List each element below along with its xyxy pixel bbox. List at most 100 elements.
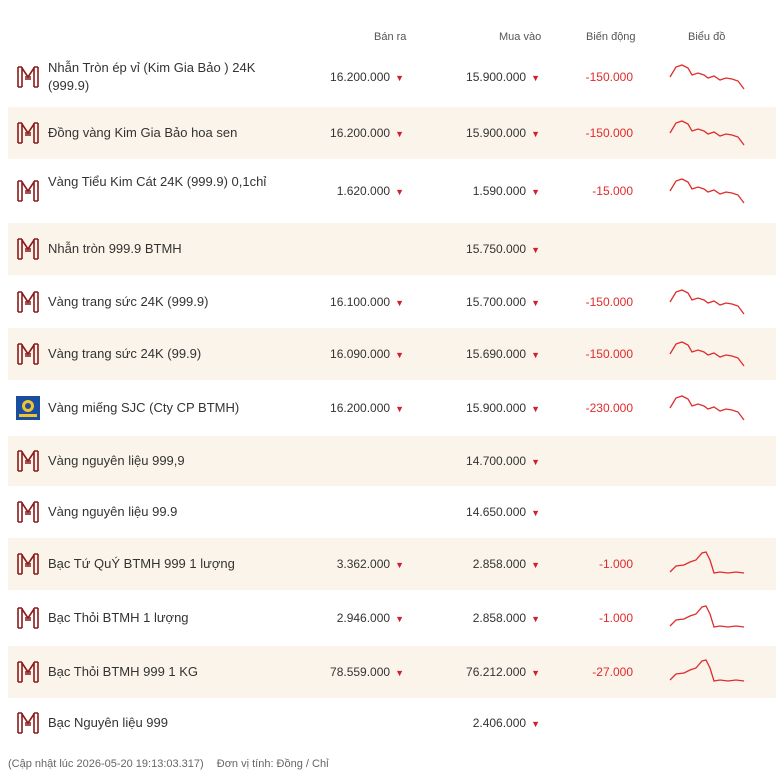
table-row[interactable]: Đồng vàng Kim Gia Bảo hoa sen 16.200.000 ▼…: [8, 107, 776, 160]
buy-price: 15.900.000 ▼: [466, 401, 540, 415]
table-row[interactable]: Nhẫn tròn 999.9 BTMH 15.750.000 ▼: [8, 223, 776, 276]
sell-value: 16.100.000: [330, 294, 391, 309]
sparkline-chart[interactable]: [668, 59, 746, 95]
table-row[interactable]: Bạc Thỏi BTMH 999 1 KG 78.559.000 ▼ 76.212.…: [8, 646, 776, 699]
product-name: Vàng miếng SJC (Cty CP BTMH): [48, 400, 240, 415]
down-arrow-icon: ▼: [531, 350, 540, 360]
buy-value: 15.900.000: [466, 401, 527, 415]
footer: (Cập nhật lúc 2026-05-20 19:13:03.317) Đ…: [8, 758, 329, 770]
down-arrow-icon: ▼: [395, 297, 404, 308]
down-arrow-icon: ▼: [395, 560, 404, 570]
sell-price: 3.362.000 ▼: [337, 557, 404, 571]
down-arrow-icon: ▼: [395, 614, 404, 624]
sparkline-chart[interactable]: [668, 390, 746, 426]
table-row[interactable]: Vàng nguyên liệu 99.9 14.650.000 ▼: [8, 487, 776, 538]
table-row[interactable]: Bạc Tứ QuÝ BTMH 999 1 lượng 3.362.000 ▼ 2.8…: [8, 538, 776, 591]
product-name: Bạc Tứ QuÝ BTMH 999 1 lượng: [48, 556, 235, 571]
update-time: (Cập nhật lúc 2026-05-20 19:13:03.317): [8, 758, 204, 770]
buy-price: 14.650.000 ▼: [466, 505, 540, 519]
price-change: -1.000: [598, 611, 633, 625]
table-row[interactable]: Vàng trang sức 24K (99.9) 16.090.000 ▼ 15.6…: [8, 328, 776, 381]
table-row[interactable]: Nhẫn Tròn ép vỉ (Kim Gia Bảo ) 24K (999.…: [8, 48, 776, 107]
down-arrow-icon: ▼: [395, 350, 404, 360]
sparkline-chart[interactable]: [668, 173, 746, 209]
down-arrow-icon: ▼: [531, 560, 540, 570]
price-change: -150.000: [585, 70, 633, 84]
btmh-logo: [16, 660, 40, 684]
btmh-logo: [16, 606, 40, 630]
btmh-logo: [16, 552, 40, 576]
sell-price: 16.090.000 ▼: [330, 347, 404, 361]
down-arrow-icon: ▼: [531, 245, 540, 255]
header-sell: Bán ra: [374, 31, 407, 43]
buy-value: 1.590.000: [472, 184, 527, 198]
down-arrow-icon: ▼: [395, 187, 404, 197]
sparkline-chart[interactable]: [668, 284, 746, 320]
header-change: Biến động: [586, 31, 636, 43]
down-arrow-icon: ▼: [531, 457, 540, 467]
header-chart: Biểu đồ: [688, 31, 726, 43]
down-arrow-icon: ▼: [531, 508, 540, 518]
buy-value: 2.858.000: [472, 557, 527, 571]
price-change: -1.000: [598, 557, 633, 571]
price-change: -150.000: [585, 347, 633, 361]
product-name: Đồng vàng Kim Gia Bảo hoa sen: [48, 125, 238, 140]
sell-value: 1.620.000: [336, 184, 391, 198]
sell-value: 3.362.000: [336, 557, 391, 571]
sell-price: 2.946.000 ▼: [337, 611, 404, 625]
down-arrow-icon: ▼: [395, 404, 404, 414]
table-row[interactable]: Bạc Thỏi BTMH 1 lượng 2.946.000 ▼ 2.858.000…: [8, 591, 776, 646]
sell-value: 16.090.000: [330, 347, 391, 361]
sell-price: 16.200.000 ▼: [330, 126, 404, 140]
btmh-logo: [16, 179, 40, 203]
price-change: -27.000: [592, 665, 633, 679]
sparkline-chart[interactable]: [668, 600, 746, 636]
table-body: Nhẫn Tròn ép vỉ (Kim Gia Bảo ) 24K (999.…: [8, 48, 776, 748]
down-arrow-icon: ▼: [395, 73, 404, 83]
sell-value: 2.946.000: [336, 611, 391, 625]
buy-value: 76.212.000: [466, 665, 527, 679]
sparkline-line: [669, 395, 745, 421]
btmh-logo: [16, 237, 40, 261]
sparkline-chart[interactable]: [668, 546, 746, 582]
btmh-logo: [16, 711, 40, 735]
header-buy: Mua vào: [499, 31, 542, 43]
sjc-logo: [16, 396, 40, 420]
price-change: -150.000: [585, 294, 633, 309]
product-name: Vàng trang sức 24K (99.9): [48, 346, 202, 361]
down-arrow-icon: ▼: [395, 668, 404, 678]
table-row[interactable]: Bạc Nguyên liệu 999 2.406.000 ▼: [8, 699, 776, 748]
buy-price: 1.590.000 ▼: [473, 184, 540, 198]
down-arrow-icon: ▼: [531, 668, 540, 678]
table-row[interactable]: Vàng nguyên liệu 999,9 14.700.000 ▼: [8, 436, 776, 487]
sell-price: 16.100.000 ▼: [330, 295, 404, 309]
buy-price: 76.212.000 ▼: [466, 665, 540, 679]
sell-price: 16.200.000 ▼: [330, 401, 404, 415]
down-arrow-icon: ▼: [531, 614, 540, 624]
btmh-logo: [16, 449, 40, 473]
buy-price: 15.690.000 ▼: [466, 347, 540, 361]
down-arrow-icon: ▼: [531, 129, 540, 139]
sparkline-line: [669, 659, 745, 682]
table-row[interactable]: Vàng Tiểu Kim Cát 24K (999.9) 0,1chỉ 1.62…: [8, 160, 776, 223]
price-change: -15.000: [592, 184, 633, 198]
buy-value: 15.700.000: [466, 294, 527, 309]
buy-value: 14.700.000: [466, 454, 527, 468]
sparkline-chart[interactable]: [668, 336, 746, 372]
sell-value: 78.559.000: [330, 665, 391, 679]
buy-value: 15.750.000: [466, 242, 527, 256]
table-row[interactable]: Vàng miếng SJC (Cty CP BTMH) 16.200.000 ▼ 1…: [8, 381, 776, 436]
buy-price: 15.900.000 ▼: [466, 126, 540, 140]
buy-value: 14.650.000: [466, 505, 527, 519]
buy-value: 2.406.000: [472, 716, 527, 730]
buy-price: 2.858.000 ▼: [473, 611, 540, 625]
sparkline-chart[interactable]: [668, 115, 746, 151]
down-arrow-icon: ▼: [531, 297, 540, 308]
sparkline-chart[interactable]: [668, 654, 746, 690]
down-arrow-icon: ▼: [395, 129, 404, 139]
product-name: Vàng nguyên liệu 99.9: [48, 504, 178, 519]
table-row[interactable]: Vàng trang sức 24K (999.9) 16.100.000 ▼ 15.…: [8, 276, 776, 328]
buy-value: 15.900.000: [466, 70, 527, 84]
buy-price: 2.406.000 ▼: [473, 716, 540, 730]
buy-price: 15.900.000 ▼: [466, 70, 540, 84]
